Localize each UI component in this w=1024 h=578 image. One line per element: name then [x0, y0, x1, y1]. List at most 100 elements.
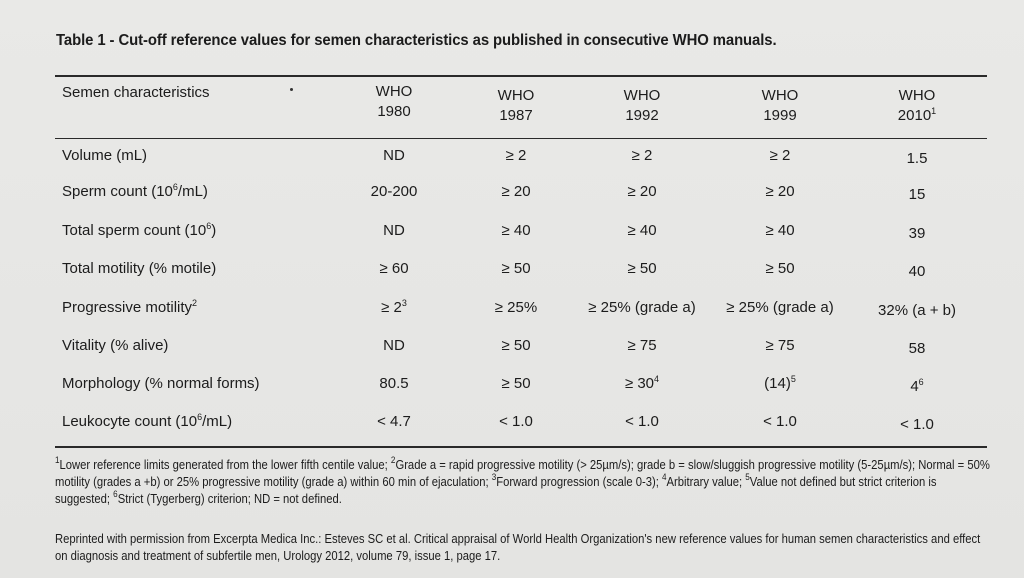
table-cell-value: < 1.0: [763, 413, 797, 430]
print-speck: [290, 88, 293, 91]
table-bottom-rule: [55, 446, 987, 448]
table-cell: < 1.0: [715, 413, 845, 431]
table-cell-value: 1.5: [906, 150, 928, 167]
footnote-text: Value not defined but strict criterion i…: [55, 475, 937, 506]
table-cell: ≥ 50: [451, 375, 581, 393]
table-cell-value: ≥ 50: [501, 260, 531, 277]
table-cell: 58: [852, 340, 982, 358]
row-label: Volume (mL): [62, 147, 147, 165]
table-cell-value: ≥ 50: [627, 260, 657, 277]
table-cell-value: ≥ 40: [627, 222, 657, 239]
column-header: WHO 1980: [339, 82, 449, 122]
table-cell: 40: [852, 263, 982, 281]
table-cell: < 1.0: [852, 416, 982, 434]
footnote-text: Arbitrary value;: [666, 475, 746, 489]
row-label: Total motility (% motile): [62, 260, 216, 278]
table-cell-value: < 1.0: [900, 416, 934, 433]
table-cell: ≥ 23: [329, 299, 459, 317]
table-cell: ≥ 75: [577, 337, 707, 355]
column-header-line2: 1987: [499, 107, 533, 124]
column-header-line1: WHO: [623, 87, 661, 104]
table-cell-value: ≥ 50: [501, 337, 531, 354]
column-header-line1: WHO: [898, 87, 936, 104]
table-cell-value: ≥ 20: [501, 183, 531, 200]
table-cell: 80.5: [329, 375, 459, 393]
footnote-text: Grade a = rapid progressive motility (> …: [55, 458, 990, 489]
table-cell-value: 4: [910, 378, 919, 395]
table-cell-sup: 4: [654, 374, 660, 384]
table-cell: < 1.0: [451, 413, 581, 431]
footnote-marker: 3: [491, 472, 497, 482]
table-cell: ≥ 2: [577, 147, 707, 165]
row-label-sup: 2: [192, 298, 198, 308]
table-cell: 46: [852, 378, 982, 396]
table-cell-value: ≥ 50: [765, 260, 795, 277]
table-cell: ≥ 2: [715, 147, 845, 165]
row-label-text: Volume (mL): [62, 147, 148, 164]
column-header-line1: WHO: [497, 87, 535, 104]
table-cell-value: ≥ 25% (grade a): [726, 299, 834, 316]
row-label-text: Sperm count (10: [62, 183, 173, 200]
row-label: Leukocyte count (106/mL): [62, 413, 232, 431]
table-cell-value: ND: [383, 337, 405, 354]
table-cell-value: 20-200: [370, 183, 418, 200]
row-label-tail: ): [211, 222, 217, 239]
table-title: Table 1 - Cut-off reference values for s…: [56, 32, 777, 49]
table-cell-value: < 1.0: [625, 413, 659, 430]
table-cell: ≥ 50: [451, 260, 581, 278]
table-cell-value: < 1.0: [499, 413, 533, 430]
row-label-sup: 6: [197, 412, 203, 422]
table-cell: ≥ 20: [715, 183, 845, 201]
row-label-text: Vitality (% alive): [62, 337, 169, 354]
table-cell-value: ≥ 2: [381, 299, 402, 316]
table-cell: ≥ 60: [329, 260, 459, 278]
table-cell-value: ≥ 20: [765, 183, 795, 200]
table-cell-value: ≥ 40: [501, 222, 531, 239]
table-cell: ≥ 75: [715, 337, 845, 355]
table-cell: < 4.7: [329, 413, 459, 431]
table-top-rule: [55, 75, 987, 77]
table-cell-sup: 6: [918, 377, 924, 387]
table-cell-value: ≥ 2: [631, 147, 653, 164]
column-header-line2: 1980: [377, 103, 411, 120]
table-cell: ND: [329, 222, 459, 240]
footnote-marker: 5: [745, 472, 750, 482]
row-label-text: Morphology (% normal forms): [62, 375, 260, 392]
table-cell-sup: 3: [401, 298, 407, 308]
table-cell: ≥ 20: [451, 183, 581, 201]
header-rule: [55, 138, 987, 139]
row-header-label: Semen characteristics: [62, 84, 210, 101]
column-header: WHO 1999: [725, 86, 835, 126]
table-cell-value: ≥ 25% (grade a): [588, 299, 696, 316]
footnote-marker: 6: [113, 489, 118, 499]
column-header-line1: WHO: [761, 87, 799, 104]
column-header-line2: 1999: [763, 107, 797, 124]
table-cell: ≥ 304: [577, 375, 707, 393]
row-label-tail: /mL): [202, 413, 233, 430]
column-header: WHO 1987: [461, 86, 571, 126]
footnote-marker: 1: [55, 455, 60, 465]
credit-line: Reprinted with permission from Excerpta …: [55, 532, 981, 563]
footnote-text: Lower reference limits generated from th…: [59, 458, 391, 472]
row-label: Vitality (% alive): [62, 337, 168, 355]
row-label: Sperm count (106/mL): [62, 183, 208, 201]
table-cell: ≥ 50: [715, 260, 845, 278]
table-cell-sup: 5: [790, 374, 796, 384]
column-header: WHO 20101: [862, 86, 972, 126]
table-cell-value: ≥ 60: [379, 260, 409, 277]
table-cell-value: ND: [383, 222, 405, 239]
table-cell: ≥ 25% (grade a): [577, 299, 707, 317]
footnote-text: Strict (Tygerberg) criterion; ND = not d…: [117, 492, 342, 506]
table-cell: 39: [852, 225, 982, 243]
table-cell: 15: [852, 186, 982, 204]
table-cell-value: 32% (a + b): [878, 302, 956, 319]
row-label-tail: /mL): [177, 183, 208, 200]
table-cell-value: ≥ 25%: [494, 299, 538, 316]
table-cell: ≥ 25% (grade a): [715, 299, 845, 317]
footnotes: 1Lower reference limits generated from t…: [55, 455, 991, 508]
table-cell: ≥ 25%: [451, 299, 581, 317]
table-cell: 20-200: [329, 183, 459, 201]
table-cell-value: ≥ 2: [505, 147, 527, 164]
table-cell-value: 39: [908, 225, 926, 242]
